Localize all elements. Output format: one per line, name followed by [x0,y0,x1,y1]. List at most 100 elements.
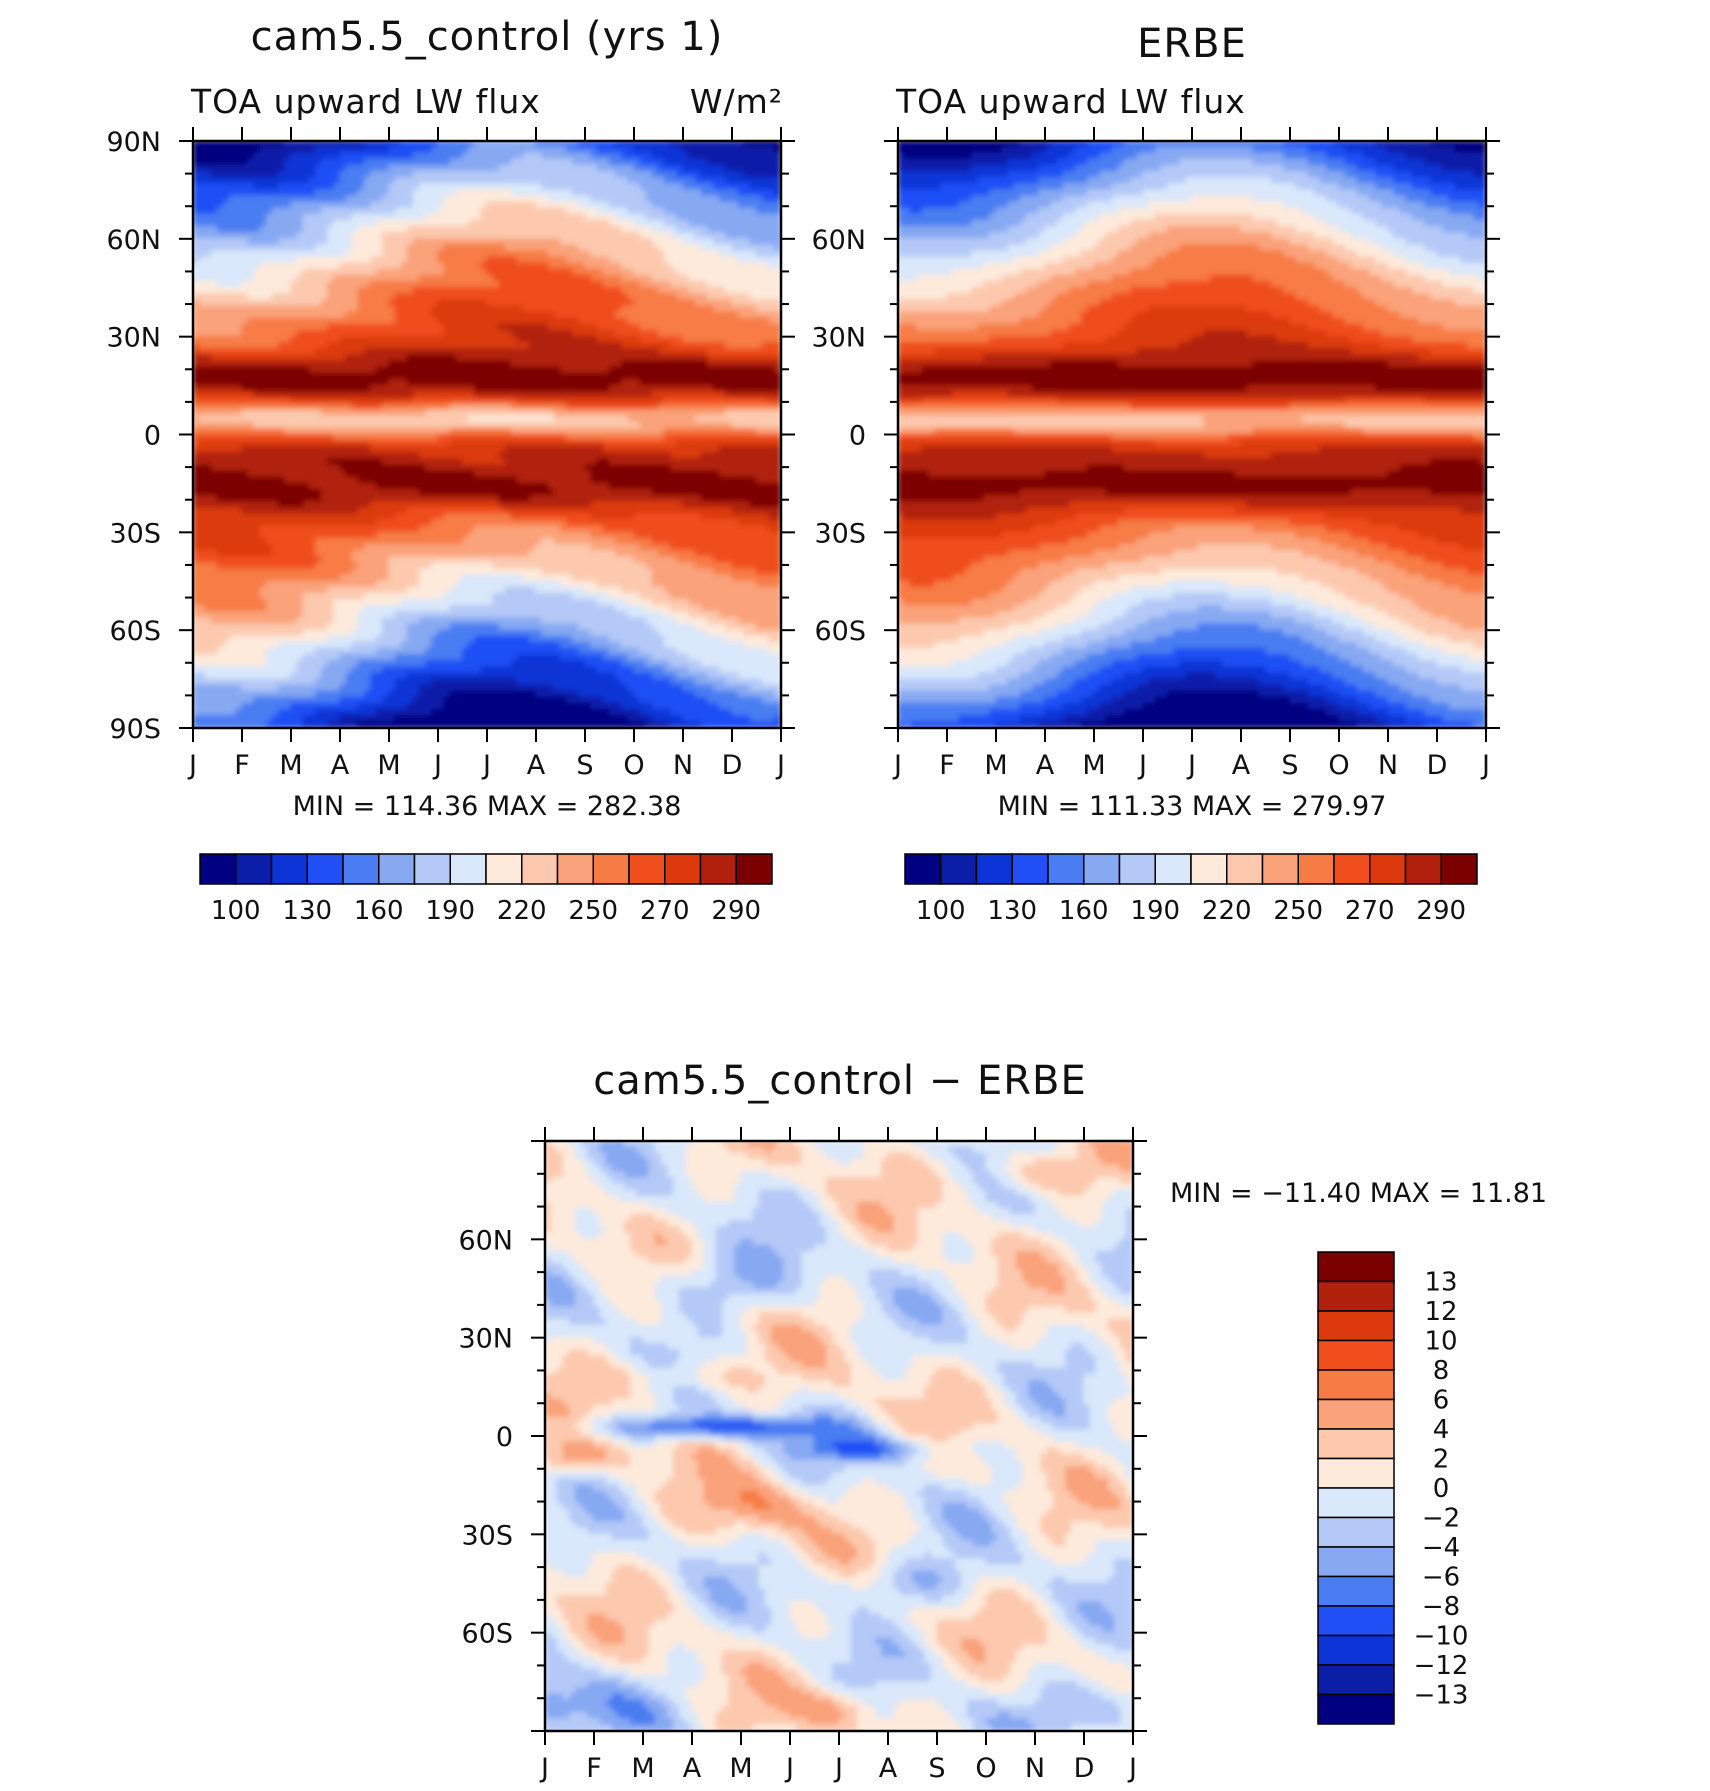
panel-diff-colorbar-label: 13 [1424,1268,1457,1298]
panel-diff-y-label: 30S [462,1520,514,1551]
panel-diff-y-label: 60N [458,1225,513,1256]
panel-diff-x-label: A [879,1753,898,1784]
panel-obs-x-label: J [1137,750,1147,781]
panel-obs-colorbar-swatch [1333,853,1371,885]
panel-diff-colorbar-swatch [1317,1339,1395,1371]
panel-diff-colorbar-label: −13 [1414,1681,1469,1711]
panel-diff-x-label: J [833,1753,843,1784]
panel-diff-title: cam5.5_control − ERBE [593,1058,1086,1104]
panel-model-colorbar-swatch [378,853,416,885]
panel-model-y-label: 90N [106,127,161,158]
panel-obs-colorbar-swatch [1369,853,1407,885]
panel-obs-colorbar-swatch [1404,853,1442,885]
panel-model-colorbar-swatch [235,853,273,885]
panel-diff-x-label: A [683,1753,702,1784]
panel-diff-x-label: M [631,1753,654,1784]
panel-model-colorbar-label: 220 [497,896,547,926]
panel-obs-colorbar-swatch [1083,853,1121,885]
panel-model-colorbar-swatch [342,853,380,885]
panel-diff-contour-field [545,1141,1133,1731]
panel-obs-y-label: 30N [811,323,866,354]
panel-diff-colorbar-label: 12 [1424,1297,1457,1327]
panel-diff-y-label: 30N [458,1324,513,1355]
panel-diff-colorbar-label: 4 [1433,1415,1450,1445]
panel-diff-x-label: F [586,1753,602,1784]
panel-model-colorbar-label: 130 [282,896,332,926]
panel-model-x-label: J [775,750,785,781]
panel-model-x-label: J [187,750,197,781]
panel-model-colorbar-swatch [628,853,666,885]
panel-obs-colorbar-label: 250 [1273,896,1323,926]
panel-model-colorbar-swatch [270,853,308,885]
panel-model-x-label: M [279,750,302,781]
panel-model-y-label: 30N [106,323,161,354]
panel-model-y-label: 60S [110,616,162,647]
panel-obs-variable-label: TOA upward LW flux [895,82,1246,121]
panel-diff: cam5.5_control − ERBE J F M A M J J A S O N D J60N30… [458,1058,1547,1784]
panel-obs-colorbar-label: 220 [1202,896,1252,926]
panel-model-contour-field [193,141,781,728]
panel-obs-x-label: A [1036,750,1055,781]
panel-obs-colorbar-label: 190 [1130,896,1180,926]
panel-diff-x-label: M [729,1753,752,1784]
panel-diff-colorbar-swatch [1317,1487,1395,1519]
panel-diff-colorbar-label: −4 [1422,1533,1460,1563]
panel-obs-x-label: J [892,750,902,781]
panel-obs-colorbar-swatch [1118,853,1156,885]
panel-model-colorbar-label: 100 [211,896,261,926]
panel-model-colorbar-swatch [413,853,451,885]
panel-diff-colorbar-swatch [1317,1605,1395,1637]
panel-obs-x-label: O [1328,750,1349,781]
panel-diff-colorbar-swatch [1317,1575,1395,1607]
panel-obs-colorbar-label: 270 [1345,896,1395,926]
panel-diff-x-label: J [1127,1753,1137,1784]
panel-model-colorbar-label: 250 [568,896,618,926]
panel-diff-colorbar-swatch [1317,1664,1395,1696]
panel-model-colorbar: 100 130 160 190 220 250 270 290 [199,853,773,926]
panel-model-colorbar-label: 290 [711,896,761,926]
panel-model-colorbar-label: 190 [425,896,475,926]
panel-model-x-label: J [432,750,442,781]
panel-model-variable-label: TOA upward LW flux [190,82,541,121]
panel-diff-y-label: 0 [496,1422,513,1453]
panel-obs-x-label: F [939,750,955,781]
panel-model-min-max: MIN = 114.36 MAX = 282.38 [293,791,682,822]
panel-model-colorbar-swatch [735,853,773,885]
panel-obs-colorbar-swatch [1297,853,1335,885]
panel-diff-colorbar-swatch [1317,1634,1395,1666]
panel-obs-colorbar: 100 130 160 190 220 250 270 290 [904,853,1478,926]
panel-model-colorbar-swatch [485,853,523,885]
panel-diff-colorbar-swatch [1317,1280,1395,1312]
panel-obs-colorbar-swatch [975,853,1013,885]
panel-obs-x-label: M [1082,750,1105,781]
panel-diff-colorbar-label: 8 [1433,1356,1450,1386]
panel-obs-y-label: 60N [811,225,866,256]
panel-diff-x-label: S [928,1753,945,1784]
panel-obs-colorbar-swatch [1261,853,1299,885]
panel-obs-min-max: MIN = 111.33 MAX = 279.97 [998,791,1387,822]
panel-diff-colorbar-swatch [1317,1310,1395,1342]
panel-model-colorbar-swatch [592,853,630,885]
panel-diff-colorbar-swatch [1317,1398,1395,1430]
panel-model-colorbar-swatch [449,853,487,885]
panel-model-units-label: W/m² [690,82,783,121]
panel-obs-colorbar-swatch [1226,853,1264,885]
panel-obs-colorbar-swatch [1154,853,1192,885]
panel-diff-colorbar-label: 10 [1424,1327,1457,1357]
panel-model-colorbar-swatch [699,853,737,885]
panel-obs-x-label: J [1480,750,1490,781]
panel-obs-colorbar-swatch [1440,853,1478,885]
panel-diff-x-label: O [975,1753,996,1784]
panel-diff-min-max: MIN = −11.40 MAX = 11.81 [1170,1178,1547,1209]
panel-obs-x-label: A [1232,750,1251,781]
panel-obs-colorbar-swatch [1190,853,1228,885]
panel-obs-title: ERBE [1137,21,1247,67]
panel-obs-colorbar-label: 290 [1416,896,1466,926]
panel-model-x-label: S [576,750,593,781]
panel-obs-y-label: 0 [849,421,866,452]
panel-model-x-label: N [673,750,693,781]
panel-model-x-label: A [527,750,546,781]
panel-model-colorbar-swatch [306,853,344,885]
